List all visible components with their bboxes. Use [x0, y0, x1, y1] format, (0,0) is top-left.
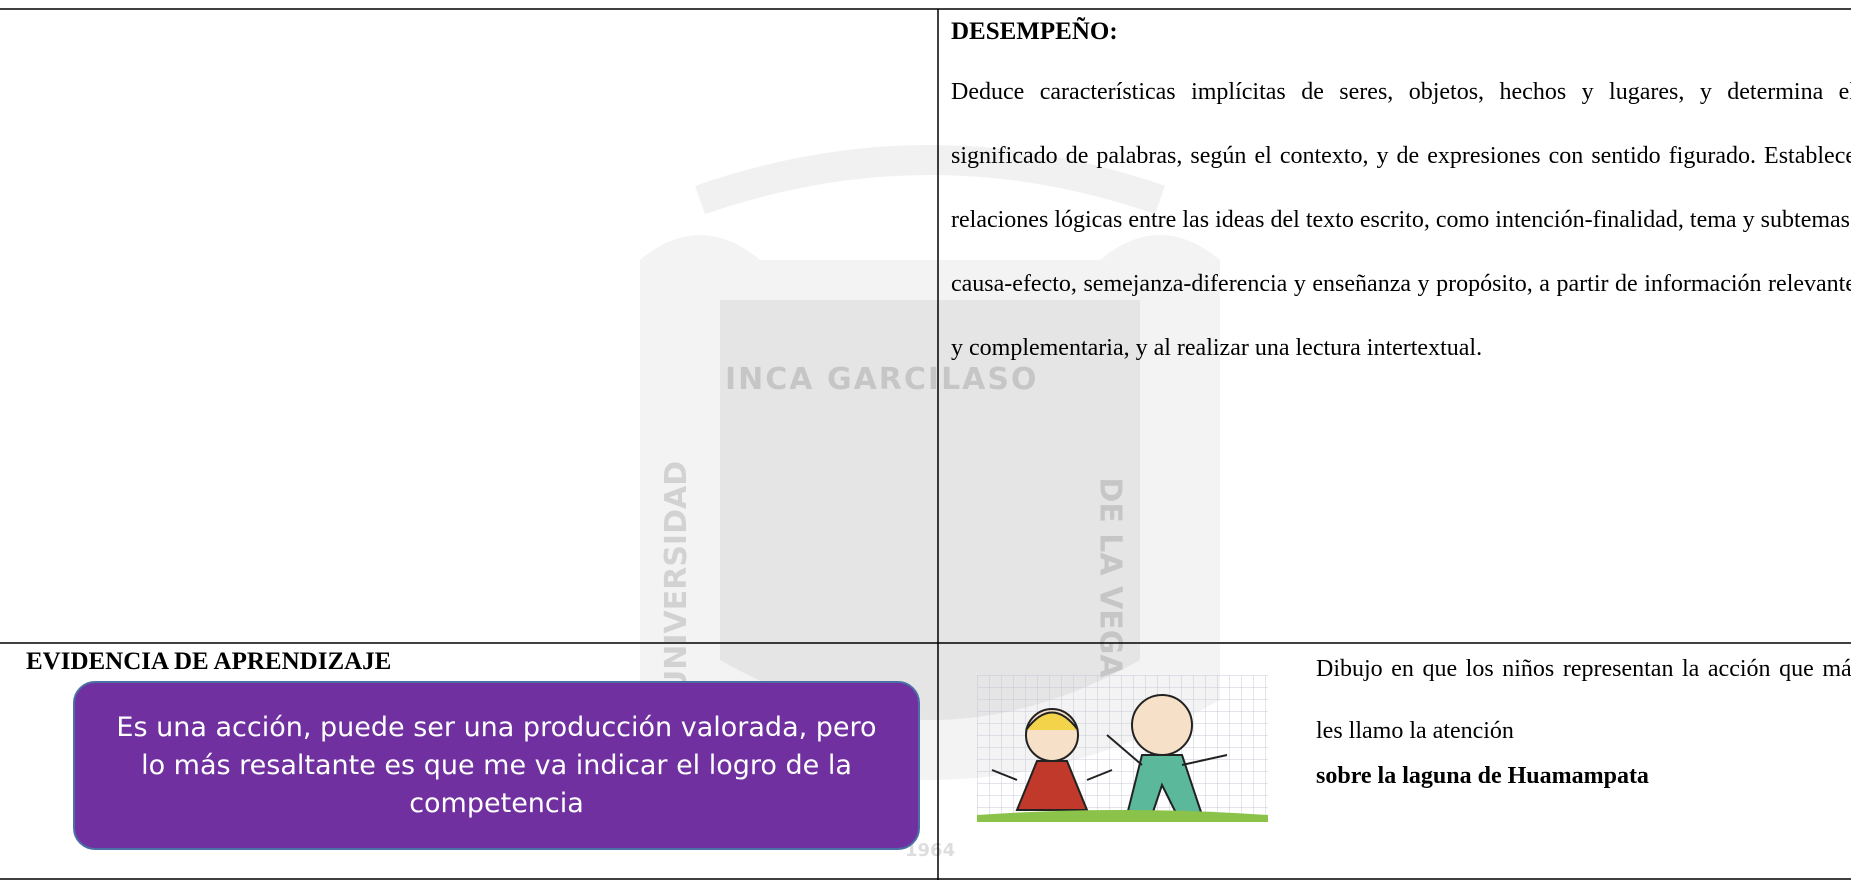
kids-drawing: [977, 675, 1268, 822]
evidence-detail-text: Dibujo en que los niños representan la a…: [1316, 656, 1851, 744]
evidence-detail: Dibujo en que los niños representan la a…: [1316, 638, 1851, 762]
performance-heading: DESEMPEÑO:: [951, 18, 1118, 45]
watermark-text: INCA GARCILASO: [725, 362, 1039, 397]
evidence-callout: Es una acción, puede ser una producción …: [73, 681, 920, 850]
watermark-text: 1964: [905, 840, 956, 861]
performance-text: Deduce características implícitas de ser…: [951, 79, 1851, 361]
evidence-detail-bold: sobre la laguna de Huamampata: [1316, 763, 1649, 789]
evidence-heading: EVIDENCIA DE APRENDIZAJE: [26, 648, 392, 675]
performance-cell: Deduce características implícitas de ser…: [951, 60, 1851, 620]
